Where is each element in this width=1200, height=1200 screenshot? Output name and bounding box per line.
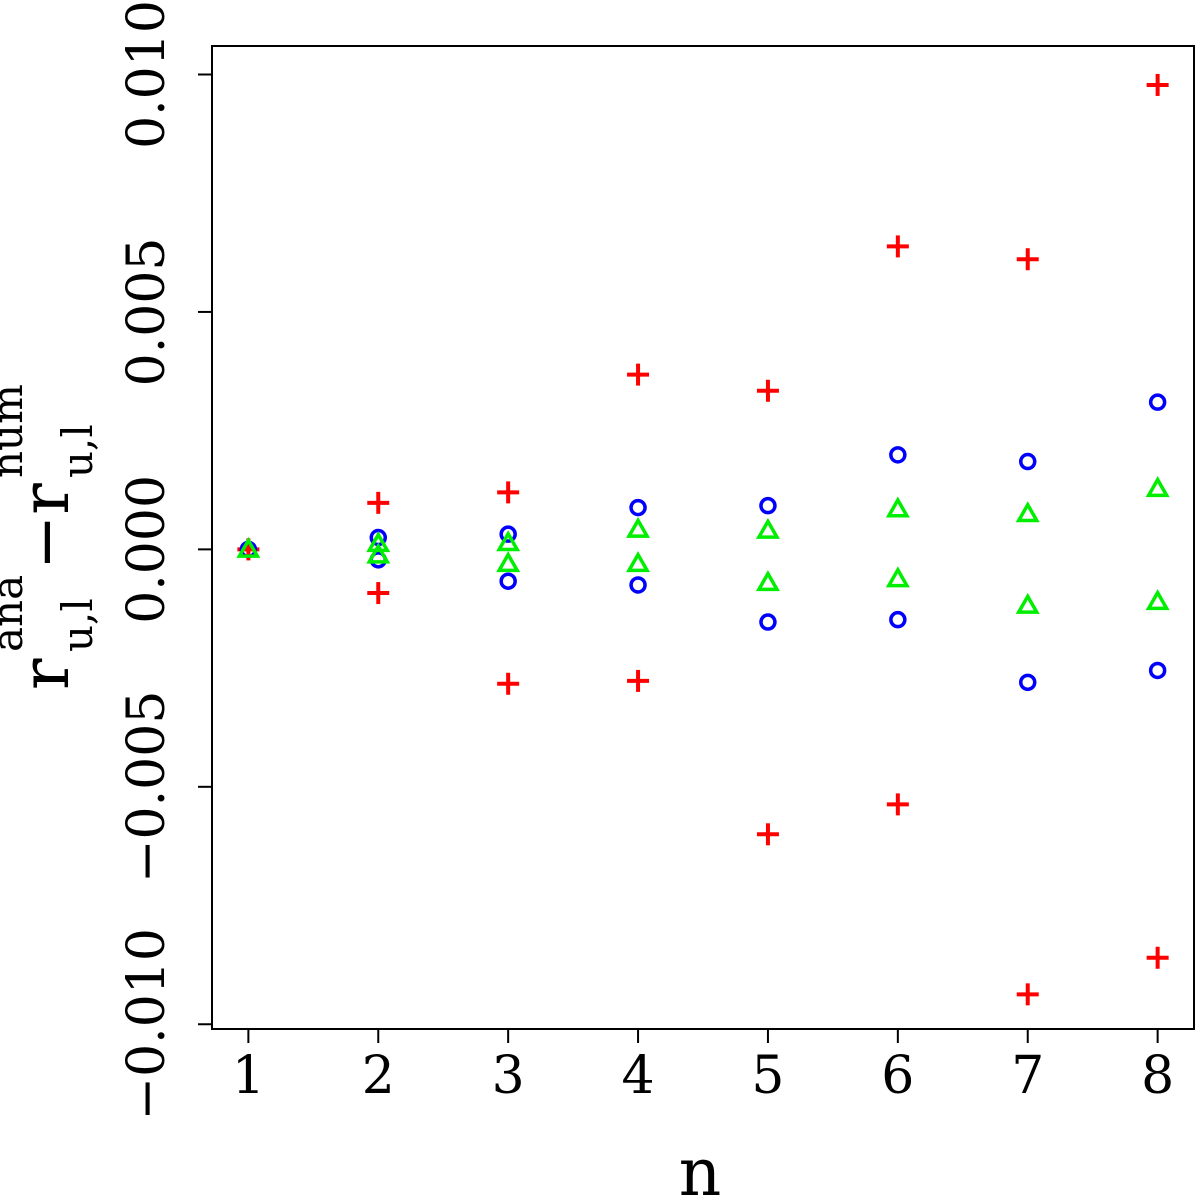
circle-marker [759, 613, 777, 631]
plus-marker [756, 823, 779, 846]
circle-marker [759, 496, 777, 515]
triangle-marker [626, 551, 651, 573]
triangle-marker [755, 517, 780, 539]
y-axis-title-sup-ana: ana [0, 575, 32, 652]
y-axis-title-sub-ana: u,l [53, 598, 102, 652]
triangle-marker [1015, 592, 1040, 614]
plus-marker [627, 363, 650, 386]
circle-marker [1018, 452, 1037, 471]
triangle-marker [366, 531, 391, 553]
circle-marker [1148, 393, 1167, 411]
circle-marker [889, 446, 907, 464]
x-axis: 1 2 3 4 5 6 7 8 [232, 1029, 1174, 1106]
triangle-marker [885, 496, 910, 518]
circle-marker [629, 576, 647, 594]
plus-marker [756, 379, 779, 402]
triangle-marker [1015, 501, 1040, 523]
y-axis-title-r-ana: r [7, 658, 84, 690]
x-tick-label: 8 [1141, 1046, 1174, 1106]
triangle-marker [755, 570, 780, 592]
plus-marker [627, 669, 650, 692]
svg-text:r: r [7, 658, 84, 690]
plus-marker [886, 793, 909, 816]
x-axis-title: n [679, 1134, 722, 1200]
y-tick-label: 0.005 [117, 237, 177, 386]
plus-marker [497, 481, 520, 504]
triangle-marker [236, 536, 261, 558]
x-tick-label: 6 [881, 1046, 914, 1106]
x-tick-label: 2 [362, 1046, 395, 1106]
plus-marker [1016, 248, 1039, 271]
x-tick-label: 1 [232, 1046, 265, 1106]
triangle-marker [366, 542, 391, 564]
y-tick-label: 0.010 [117, 0, 177, 149]
y-tick-label: 0.000 [117, 475, 177, 624]
y-axis-title-r-num: −r [7, 483, 84, 570]
y-axis-title-sup-num: num [0, 384, 32, 478]
y-tick-label: −0.005 [117, 691, 177, 883]
circle-marker [1018, 673, 1037, 692]
x-tick-label: 5 [751, 1046, 784, 1106]
plot-frame [211, 45, 1195, 1030]
y-axis-title-sub-num: u,l [53, 424, 102, 478]
plus-marker [1146, 946, 1169, 969]
triangle-marker [496, 551, 521, 573]
triangle-marker [885, 566, 910, 588]
circle-marker [889, 610, 907, 629]
plus-marker [367, 582, 390, 605]
plus-marker [367, 491, 390, 514]
plus-marker [1146, 73, 1169, 96]
plus-marker [886, 235, 909, 258]
triangle-marker [496, 530, 521, 552]
circle-marker [499, 525, 517, 543]
plus-marker [497, 672, 520, 695]
triangle-marker [626, 516, 651, 538]
y-axis-title: r ana u,l −r num u,l [0, 384, 102, 690]
x-tick-label: 4 [622, 1046, 655, 1106]
x-tick-label: 3 [492, 1046, 525, 1106]
y-axis: −0.010 −0.005 0.000 0.005 0.010 [117, 0, 212, 1120]
data-points [236, 73, 1170, 1006]
plus-marker [1016, 983, 1039, 1006]
circle-marker [499, 572, 517, 590]
circle-marker [629, 498, 647, 517]
triangle-marker [1145, 476, 1170, 498]
circle-marker [1148, 661, 1167, 680]
triangle-marker [1145, 589, 1170, 611]
y-tick-label: −0.010 [117, 928, 177, 1120]
x-tick-label: 7 [1011, 1046, 1044, 1106]
